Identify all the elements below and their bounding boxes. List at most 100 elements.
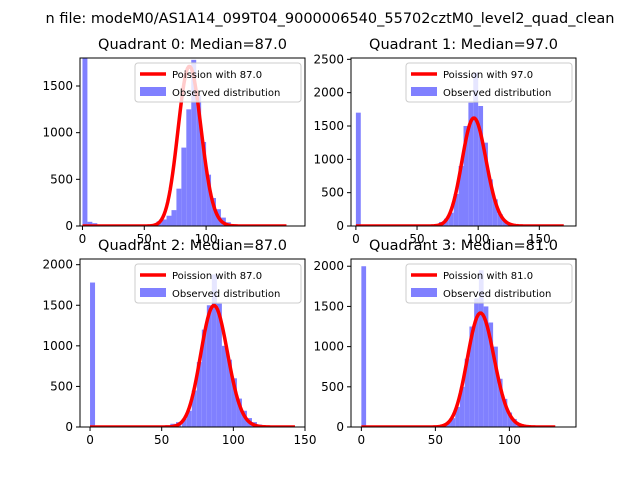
- y-tick-label: 0: [336, 219, 344, 233]
- x-tick-label: 100: [498, 433, 521, 447]
- legend-label-observed: Observed distribution: [443, 289, 551, 300]
- histogram-bar: [171, 210, 177, 226]
- x-tick-label: 0: [79, 232, 87, 246]
- legend-label-poisson: Poission with 87.0: [172, 271, 262, 282]
- y-tick-label: 500: [50, 172, 73, 186]
- poisson-curve: [361, 311, 556, 427]
- histogram-bar: [206, 305, 212, 427]
- legend-label-poisson: Poission with 81.0: [443, 271, 533, 282]
- y-tick-label: 500: [50, 379, 73, 393]
- y-tick-label: 1000: [313, 152, 344, 166]
- y-tick-label: 0: [65, 219, 73, 233]
- histogram-bar: [463, 126, 469, 226]
- x-tick-label: 0: [352, 232, 360, 246]
- histogram-bar: [361, 266, 367, 427]
- y-tick-label: 2000: [313, 259, 344, 273]
- legend-bar-swatch: [411, 288, 437, 297]
- x-tick-label: 0: [358, 433, 366, 447]
- histogram-bar: [497, 378, 503, 427]
- histogram-bar: [206, 174, 212, 226]
- axes-frame: [350, 57, 577, 227]
- legend-label-observed: Observed distribution: [443, 88, 551, 99]
- histogram-bar: [211, 198, 216, 226]
- y-tick-label: 1500: [313, 299, 344, 313]
- plot-area: [361, 266, 556, 427]
- histogram-bar: [488, 322, 494, 427]
- histogram-bar: [507, 412, 513, 427]
- legend: Poission with 87.0 Observed distribution: [134, 263, 302, 304]
- y-tick-label: 0: [65, 420, 73, 434]
- histogram-bar: [186, 109, 192, 226]
- figure-suptitle: n file: modeM0/AS1A14_099T04_9000006540_…: [46, 11, 615, 27]
- quadrant-title: Quadrant 1: Median=97.0: [369, 37, 558, 53]
- x-tick-label: 150: [294, 433, 317, 447]
- histogram-bar: [191, 59, 197, 226]
- legend-label-observed: Observed distribution: [172, 88, 280, 99]
- histogram-bar: [474, 298, 479, 427]
- y-tick-label: 1000: [313, 340, 344, 354]
- histogram-bar: [355, 112, 361, 226]
- legend-bar-swatch: [411, 87, 437, 96]
- histogram-bar: [90, 282, 96, 427]
- histogram-bar: [211, 274, 217, 427]
- histogram-bar: [181, 147, 187, 226]
- x-tick-label: 50: [409, 232, 424, 246]
- legend-box: [405, 62, 573, 103]
- legend-box: [134, 62, 302, 103]
- histogram-bar: [455, 406, 460, 427]
- histogram-bar: [478, 270, 484, 427]
- histogram-bar: [221, 345, 227, 427]
- histogram-bar: [492, 199, 498, 226]
- legend: Poission with 81.0 Observed distribution: [405, 263, 573, 304]
- histogram-bar: [497, 214, 503, 226]
- y-tick-label: 2000: [313, 86, 344, 100]
- histogram-bar: [226, 359, 232, 427]
- histogram-bar: [483, 142, 488, 226]
- histogram-bar: [196, 95, 202, 226]
- histogram-bar: [191, 390, 197, 427]
- histogram-bar: [458, 166, 464, 226]
- histogram-bar: [445, 422, 451, 427]
- histogram-bar: [448, 212, 454, 226]
- histogram-bar: [468, 102, 474, 226]
- legend-label-poisson: Poission with 87.0: [172, 70, 262, 81]
- histogram-bar: [469, 326, 475, 427]
- histogram-bar: [196, 362, 202, 427]
- y-tick-label: 1500: [313, 119, 344, 133]
- histogram-bar: [201, 329, 207, 427]
- axes-frame: [79, 57, 306, 227]
- y-tick-label: 1000: [42, 126, 73, 140]
- y-tick-label: 0: [336, 420, 344, 434]
- histogram-bar: [502, 398, 508, 427]
- histogram-bar: [473, 72, 479, 226]
- y-tick-label: 1000: [42, 339, 73, 353]
- quadrant-title: Quadrant 0: Median=87.0: [98, 37, 287, 53]
- x-tick-label: 100: [222, 433, 245, 447]
- x-tick-label: 50: [428, 433, 443, 447]
- histogram-bar: [231, 378, 237, 427]
- legend-label-poisson: Poission with 97.0: [443, 70, 533, 81]
- histogram-bar: [464, 358, 470, 427]
- legend-box: [405, 263, 573, 304]
- histogram-bar: [176, 188, 182, 226]
- quadrant-title: Quadrant 2: Median=87.0: [98, 238, 287, 254]
- histogram-bar: [487, 179, 493, 226]
- histogram-bar: [87, 221, 93, 226]
- x-tick-label: 50: [137, 232, 152, 246]
- legend-box: [134, 263, 302, 304]
- legend-bar-swatch: [140, 87, 166, 96]
- histogram-bar: [493, 346, 498, 427]
- histogram-bar: [478, 106, 484, 226]
- x-tick-label: 100: [467, 232, 490, 246]
- quadrant-title: Quadrant 3: Median=81.0: [369, 238, 558, 254]
- axes-frame: [79, 258, 306, 428]
- y-tick-label: 2500: [313, 52, 344, 66]
- y-tick-label: 500: [321, 380, 344, 394]
- y-tick-label: 500: [321, 186, 344, 200]
- legend: Poission with 97.0 Observed distribution: [405, 62, 573, 103]
- y-tick-label: 1500: [42, 298, 73, 312]
- y-tick-label: 2000: [42, 258, 73, 272]
- histogram-bar: [166, 215, 172, 226]
